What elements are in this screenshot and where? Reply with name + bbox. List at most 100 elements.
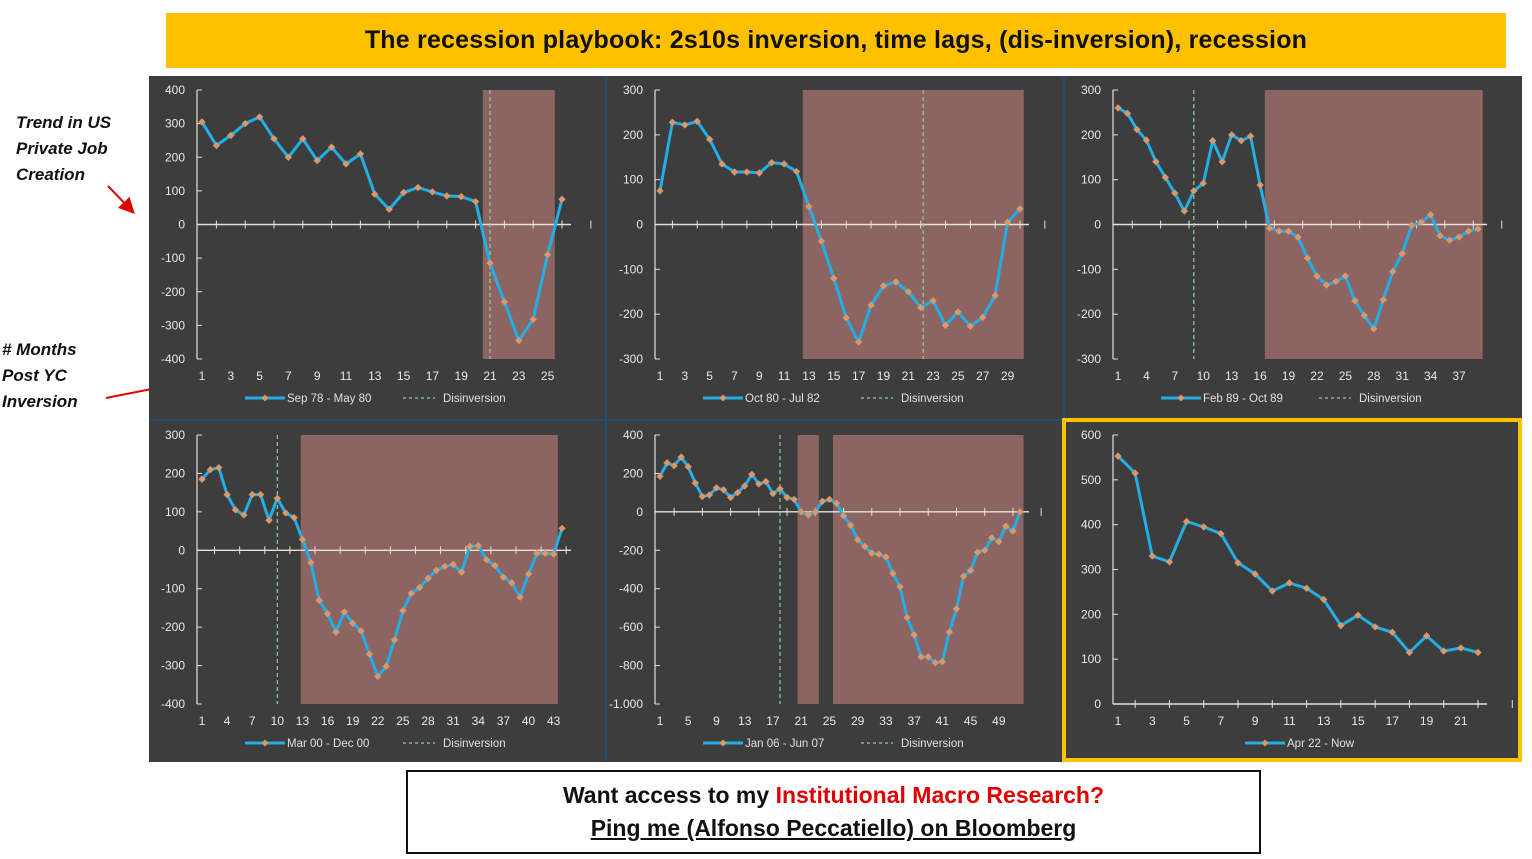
- x-tick-label: 1: [657, 714, 664, 728]
- data-point-marker: [875, 550, 883, 558]
- x-tick-label: 33: [879, 714, 893, 728]
- y-tick-label: 500: [1081, 473, 1101, 487]
- data-point-marker: [240, 511, 248, 519]
- y-tick-label: 0: [636, 218, 643, 232]
- x-axis-annotation: # Months Post YC Inversion: [2, 337, 78, 415]
- legend-disinversion-label: Disinversion: [901, 393, 964, 405]
- annotation-line: Inversion: [2, 392, 78, 411]
- x-tick-label: 21: [1454, 714, 1468, 728]
- y-tick-label: 100: [623, 173, 643, 187]
- y-tick-label: 0: [178, 218, 185, 232]
- data-point-marker: [879, 282, 888, 290]
- data-point-marker: [248, 490, 256, 499]
- x-tick-label: 5: [685, 714, 692, 728]
- data-point-marker: [762, 477, 770, 486]
- data-point-marker: [1370, 325, 1378, 333]
- data-point-marker: [1388, 628, 1396, 636]
- data-point-marker: [1284, 227, 1293, 235]
- y-tick-label: -300: [1077, 352, 1101, 366]
- footer-contact-link[interactable]: Ping me (Alfonso Peccatiello) on Bloombe…: [590, 815, 1077, 841]
- x-tick-label: 37: [497, 714, 511, 728]
- y-tick-label: -300: [619, 352, 643, 366]
- data-point-marker: [1171, 189, 1179, 197]
- data-point-marker: [945, 628, 954, 636]
- x-tick-label: 17: [1386, 714, 1400, 728]
- data-point-marker: [830, 274, 838, 282]
- footer-line-1: Want access to my Institutional Macro Re…: [563, 779, 1104, 812]
- x-tick-label: 10: [1197, 369, 1211, 383]
- data-point-marker: [1398, 249, 1406, 258]
- data-point-marker: [825, 495, 834, 504]
- y-tick-label: -800: [619, 659, 643, 673]
- chart-legend: Apr 22 - Now: [1245, 738, 1355, 750]
- data-point-marker: [1474, 648, 1482, 657]
- data-point-marker: [668, 118, 677, 126]
- x-tick-label: 23: [926, 369, 940, 383]
- x-tick-label: 17: [426, 369, 440, 383]
- footer-research-link[interactable]: Institutional Macro Research?: [775, 782, 1105, 808]
- data-point-marker: [1303, 254, 1312, 262]
- data-point-marker: [730, 168, 739, 176]
- data-point-marker: [1256, 181, 1264, 189]
- x-tick-label: 17: [852, 369, 866, 383]
- data-point-marker: [1200, 523, 1208, 531]
- y-tick-label: 300: [165, 117, 185, 131]
- data-point-marker: [227, 131, 235, 140]
- x-tick-label: 3: [1149, 714, 1156, 728]
- x-tick-label: 13: [1225, 369, 1239, 383]
- chart-panel-jan06-jun07: 400 200 0 -200 -400 -600 -800 -1.000 1 5 9 13 17 21 25…: [607, 421, 1064, 764]
- x-tick-label: 31: [446, 714, 460, 728]
- chart-panel-oct80-jul82: 300 200 100 0 -100 -200 -300 1 3 5 7 9 11 13 15 17 19 21 2…: [607, 76, 1064, 419]
- data-point-marker: [441, 562, 449, 571]
- x-tick-label: 10: [271, 714, 285, 728]
- x-tick-label: 23: [512, 369, 526, 383]
- data-point-marker: [681, 121, 689, 129]
- chart-legend: Jan 06 - Jun 07 Disinversion: [703, 738, 964, 750]
- data-point-marker: [270, 135, 278, 143]
- data-point-marker: [743, 168, 751, 176]
- arrow-icon: [107, 185, 135, 214]
- x-tick-label: 7: [1171, 369, 1178, 383]
- x-tick-label: 1: [1115, 369, 1122, 383]
- data-point-marker: [797, 508, 805, 516]
- y-tick-label: 200: [165, 466, 185, 480]
- series-line: [200, 115, 564, 342]
- y-tick-label: 200: [623, 466, 643, 480]
- data-point-marker: [231, 506, 240, 514]
- data-point-marker: [443, 192, 451, 200]
- data-point-marker: [917, 303, 925, 312]
- y-tick-label: -100: [1077, 262, 1101, 276]
- x-tick-label: 7: [249, 714, 256, 728]
- y-tick-label: 400: [1081, 518, 1101, 532]
- data-point-marker: [790, 495, 798, 504]
- x-tick-label: 7: [1218, 714, 1225, 728]
- data-point-marker: [428, 188, 437, 196]
- series-line: [658, 119, 1022, 344]
- data-point-marker: [500, 298, 509, 306]
- data-point-marker: [1440, 647, 1448, 655]
- data-point-marker: [524, 570, 533, 578]
- annotation-line: Creation: [16, 165, 85, 184]
- x-tick-label: 15: [827, 369, 841, 383]
- data-point-marker: [284, 153, 293, 161]
- x-tick-label: 11: [340, 369, 353, 383]
- chart-grid: 400 300 200 100 0 -100 -200 -300 -400 1 3 5 7 9 11 13 15…: [149, 76, 1522, 762]
- data-point-marker: [558, 524, 566, 533]
- chart-legend: Feb 89 - Oct 89 Disinversion: [1161, 393, 1422, 405]
- y-tick-label: -1.000: [609, 697, 643, 711]
- x-tick-label: 37: [907, 714, 921, 728]
- x-tick-label: 11: [1283, 714, 1296, 728]
- x-tick-label: 15: [1351, 714, 1365, 728]
- x-tick-label: 21: [902, 369, 916, 383]
- x-tick-label: 45: [964, 714, 978, 728]
- data-point-marker: [755, 169, 763, 177]
- data-point-marker: [941, 321, 950, 330]
- x-tick-label: 25: [541, 369, 555, 383]
- x-tick-label: 9: [756, 369, 763, 383]
- legend-disinversion-label: Disinversion: [443, 393, 506, 405]
- data-point-marker: [382, 662, 390, 671]
- chart-panel-apr22-now: 600 500 400 300 200 100 0 1 3 5 7 9 11 13 15 17 19 21 Apr …: [1065, 421, 1522, 764]
- x-tick-label: 19: [455, 369, 469, 383]
- data-point-marker: [471, 197, 480, 206]
